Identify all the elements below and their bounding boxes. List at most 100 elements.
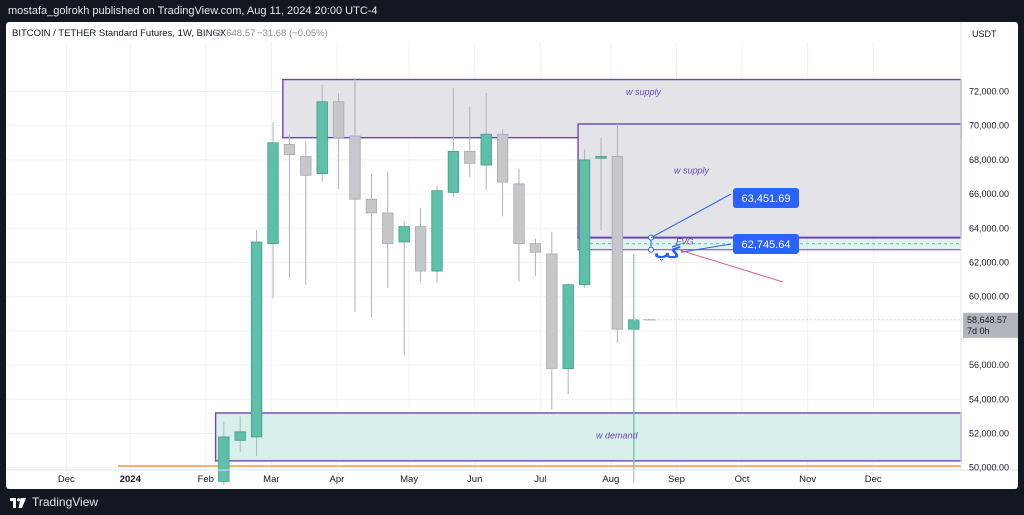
candle[interactable] xyxy=(267,122,279,299)
candle[interactable] xyxy=(398,221,410,355)
candle[interactable] xyxy=(431,185,443,284)
time-tick-label: Aug xyxy=(602,474,619,485)
time-tick-label: Jul xyxy=(534,474,546,485)
range-handle-bottom[interactable] xyxy=(648,246,654,253)
price-tick-label: 50,000.00 xyxy=(969,463,1009,473)
candle[interactable] xyxy=(611,123,624,343)
last-price-tag-countdown: 7d 0h xyxy=(967,326,990,336)
candle-body xyxy=(316,101,328,174)
candle[interactable] xyxy=(546,231,558,410)
price-callout-high[interactable]: 63,451.69 xyxy=(733,188,799,208)
time-tick-label: Nov xyxy=(799,474,816,485)
trend-line-red xyxy=(680,250,784,283)
candle-body xyxy=(480,133,492,166)
candle-body xyxy=(447,150,460,193)
zones-layer xyxy=(118,78,962,467)
candle-body xyxy=(349,135,361,200)
price-tick-label: 70,000.00 xyxy=(969,121,1009,131)
candle-body xyxy=(431,190,443,272)
candles-layer xyxy=(218,77,657,485)
supply-label-lower: w supply xyxy=(674,166,710,176)
price-callout-low[interactable]: 62,745.64 xyxy=(733,234,799,254)
time-tick-label: Sep xyxy=(668,474,685,485)
chart-frame: w supply w supply w demand FVG 63,451.69 62,7… xyxy=(6,22,1018,489)
candle[interactable] xyxy=(496,129,509,217)
grid-lines xyxy=(6,42,961,470)
symbol-last-price: 58,648.57 xyxy=(213,28,255,39)
candle[interactable] xyxy=(316,84,328,183)
candle-body xyxy=(578,159,591,286)
callout-line-low xyxy=(680,243,732,253)
candle-body xyxy=(365,198,378,214)
candle[interactable] xyxy=(365,173,378,318)
price-axis: 50,000.0052,000.0054,000.0056,000.0058,0… xyxy=(6,22,1018,473)
time-tick-label: Feb xyxy=(198,474,214,485)
candle-body xyxy=(529,243,542,253)
price-tick-label: 56,000.00 xyxy=(969,360,1009,370)
gap-label-persian: گپ xyxy=(654,243,681,263)
candle-body xyxy=(218,436,230,482)
last-price-tag-value: 58,648.57 xyxy=(967,315,1007,325)
demand-zone[interactable] xyxy=(214,412,962,462)
candle[interactable] xyxy=(562,283,574,395)
time-tick-label: 2024 xyxy=(120,474,142,485)
candle[interactable] xyxy=(578,149,591,289)
candle-body xyxy=(611,156,624,330)
candle[interactable] xyxy=(382,171,394,289)
demand-label: w demand xyxy=(596,431,639,441)
price-chart[interactable]: w supply w supply w demand FVG 63,451.69 62,7… xyxy=(6,22,1018,489)
currency-label[interactable]: USDT xyxy=(972,29,997,39)
candle-body xyxy=(267,142,279,245)
candle[interactable] xyxy=(283,134,296,278)
price-tick-label: 52,000.00 xyxy=(969,429,1009,439)
supply-zone-lower[interactable] xyxy=(577,123,962,239)
symbol-title: BITCOIN / TETHER Standard Futures, 1W, B… xyxy=(12,28,227,39)
candle[interactable] xyxy=(447,88,460,198)
time-tick-label: Dec xyxy=(865,474,882,485)
candle[interactable] xyxy=(480,93,492,191)
footer-bar: TradingView xyxy=(0,490,1024,515)
supply-label-upper: w supply xyxy=(626,87,662,97)
candle[interactable] xyxy=(300,141,312,285)
time-tick-label: May xyxy=(400,474,418,485)
price-tick-label: 72,000.00 xyxy=(969,87,1009,97)
candle[interactable] xyxy=(332,93,345,189)
candle-body xyxy=(234,431,246,441)
time-axis: Dec 2024 Feb Mar Apr May Jun Jul Aug Sep Oct Nov Dec xyxy=(58,474,882,485)
symbol-change: −31.68 (−0.05%) xyxy=(257,28,328,39)
candle-body xyxy=(300,156,312,176)
time-tick-label: Apr xyxy=(330,474,345,485)
time-tick-label: Oct xyxy=(735,474,750,485)
candle[interactable] xyxy=(414,207,427,282)
candle[interactable] xyxy=(464,106,476,177)
candle-body xyxy=(398,226,410,243)
price-callout-high-text: 63,451.69 xyxy=(742,193,791,205)
time-tick-label: Dec xyxy=(58,474,75,485)
candle-body xyxy=(464,150,476,164)
brand-name[interactable]: TradingView xyxy=(32,495,99,509)
candle[interactable] xyxy=(595,137,607,231)
candle[interactable] xyxy=(513,168,525,282)
candle-body xyxy=(546,253,558,369)
candle-body xyxy=(250,241,263,438)
candle[interactable] xyxy=(250,230,263,456)
price-tick-label: 54,000.00 xyxy=(969,394,1009,404)
candle[interactable] xyxy=(218,421,230,485)
time-tick-label: Jun xyxy=(467,474,482,485)
candle-body xyxy=(496,133,509,183)
candle[interactable] xyxy=(349,77,361,313)
price-tick-label: 64,000.00 xyxy=(969,223,1009,233)
candle-body xyxy=(513,183,525,245)
candle-body xyxy=(332,101,345,139)
publisher-line: mostafa_golrokh published on TradingView… xyxy=(8,5,378,17)
tradingview-logo-icon[interactable] xyxy=(10,497,26,508)
price-callout-low-text: 62,745.64 xyxy=(742,239,791,251)
candle-body xyxy=(382,212,394,245)
candle-body xyxy=(283,144,296,156)
candle[interactable] xyxy=(234,416,246,453)
candle[interactable] xyxy=(529,238,542,277)
price-tick-label: 60,000.00 xyxy=(969,292,1009,302)
candle-body xyxy=(414,226,427,272)
price-tick-label: 66,000.00 xyxy=(969,189,1009,199)
